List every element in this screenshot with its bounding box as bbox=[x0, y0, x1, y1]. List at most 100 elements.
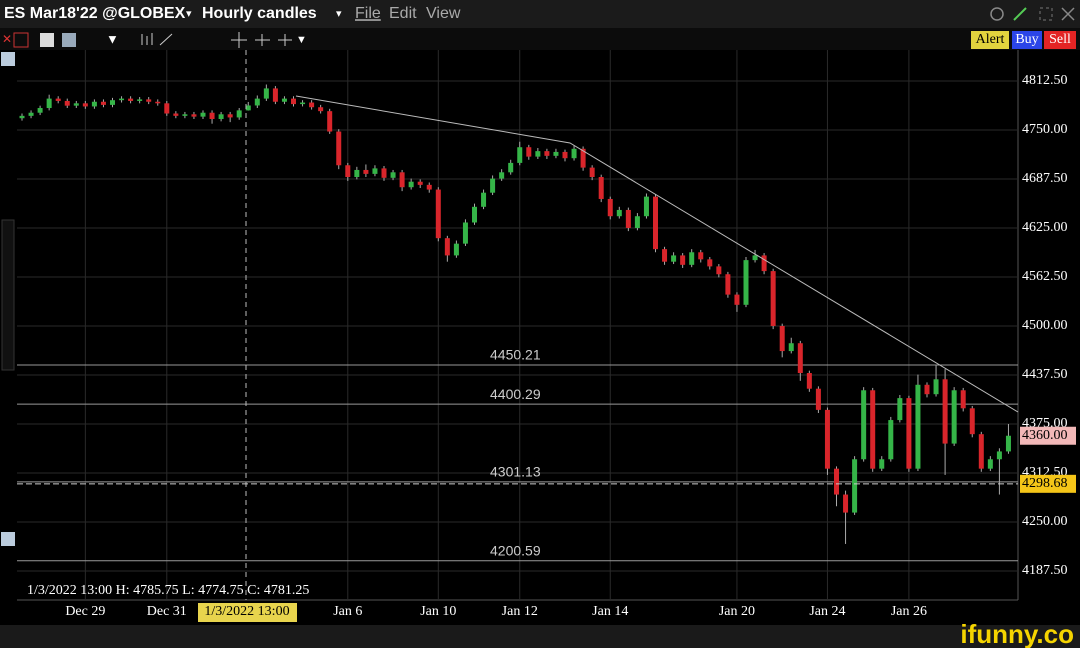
y-tick-label: 4250.00 bbox=[1022, 514, 1068, 529]
scrollbar[interactable] bbox=[1, 219, 15, 371]
candle-body bbox=[906, 398, 912, 469]
candle-body bbox=[173, 113, 179, 116]
alert-button[interactable] bbox=[971, 31, 1009, 49]
candle-body bbox=[969, 408, 975, 435]
candle-body bbox=[417, 181, 423, 185]
tool-icon[interactable]: ▼ bbox=[106, 31, 119, 46]
sell-button[interactable] bbox=[1044, 31, 1076, 49]
candle-body bbox=[933, 379, 939, 395]
candle-body bbox=[309, 102, 315, 108]
candle-body bbox=[698, 252, 704, 260]
y-tick-label: 4500.00 bbox=[1022, 318, 1068, 333]
candle-body bbox=[843, 494, 849, 513]
tool-icon[interactable]: ▼ bbox=[296, 34, 307, 46]
candle-body bbox=[535, 151, 541, 157]
candle-body bbox=[426, 184, 432, 190]
tool-icon[interactable] bbox=[141, 33, 173, 46]
menu-view[interactable]: View bbox=[426, 5, 461, 22]
price-tag-label: 4298.68 bbox=[1022, 476, 1068, 491]
candle-body bbox=[752, 255, 758, 261]
tool-icon[interactable] bbox=[231, 32, 292, 48]
candle-body bbox=[182, 114, 188, 116]
menu-edit[interactable]: Edit bbox=[389, 5, 417, 22]
candle-body bbox=[725, 274, 731, 295]
candle-body bbox=[897, 398, 903, 421]
candle-body bbox=[870, 390, 876, 469]
candle-body bbox=[743, 260, 749, 305]
candle-body bbox=[300, 102, 306, 105]
close-icon[interactable] bbox=[1061, 7, 1075, 21]
plot-area: 4450.21 4400.29 4301.13 4200.59 bbox=[17, 50, 1018, 600]
candle-body bbox=[915, 384, 921, 469]
candle-body bbox=[435, 189, 441, 239]
candle-body bbox=[291, 98, 296, 105]
candle-body bbox=[218, 114, 224, 119]
candle-body bbox=[263, 88, 269, 99]
crosshair-readout: 1/3/2022 13:00 H: 4785.75 L: 4774.75 C: … bbox=[27, 583, 309, 598]
crosshair-time-box bbox=[198, 603, 297, 622]
candle-body bbox=[526, 147, 532, 157]
level-label: 4400.29 bbox=[490, 386, 541, 402]
candle-body bbox=[28, 112, 34, 116]
candle-body bbox=[155, 101, 161, 104]
candle-body bbox=[354, 169, 360, 178]
tool-icon[interactable]: ✕ bbox=[2, 32, 12, 46]
candle-body bbox=[662, 249, 668, 262]
dropdown-arrow[interactable]: ▾ bbox=[336, 8, 342, 20]
buy-button-label[interactable]: Buy bbox=[1015, 32, 1038, 47]
candle-body bbox=[137, 99, 143, 101]
candle-body bbox=[924, 384, 930, 395]
expand-icon[interactable] bbox=[1039, 7, 1053, 21]
candle-body bbox=[607, 198, 613, 217]
tool-icon[interactable] bbox=[62, 33, 76, 47]
candle-body bbox=[517, 147, 523, 163]
candle-body bbox=[462, 222, 468, 244]
level-label: 4301.13 bbox=[490, 464, 541, 480]
candle-body bbox=[987, 459, 993, 469]
candle-body bbox=[571, 148, 577, 159]
candle-body bbox=[616, 209, 622, 217]
candle-body bbox=[508, 162, 514, 173]
candle-body bbox=[643, 196, 649, 217]
candle-body bbox=[788, 343, 794, 352]
candle-body bbox=[689, 252, 695, 265]
candle-body bbox=[209, 112, 215, 119]
candle-body bbox=[770, 271, 776, 326]
menu-file[interactable]: File bbox=[355, 5, 381, 22]
alert-button-label[interactable]: Alert bbox=[976, 32, 1005, 47]
sell-button-label[interactable]: Sell bbox=[1049, 32, 1071, 47]
candle-body bbox=[390, 172, 396, 178]
price-tag-label: 4360.00 bbox=[1022, 428, 1068, 443]
x-tick-label: Jan 12 bbox=[502, 604, 538, 619]
candle-body bbox=[861, 390, 867, 460]
link-icon[interactable] bbox=[1013, 7, 1027, 21]
candle-body bbox=[960, 390, 966, 409]
candle-body bbox=[978, 434, 984, 469]
candle-body bbox=[399, 172, 405, 188]
buy-button[interactable] bbox=[1012, 31, 1042, 49]
y-tick-label: 4437.50 bbox=[1022, 367, 1068, 382]
candle-body bbox=[806, 373, 812, 389]
trendline[interactable] bbox=[295, 95, 1019, 413]
candle-body bbox=[996, 451, 1002, 460]
candle-body bbox=[580, 148, 586, 168]
candle-body bbox=[761, 255, 767, 272]
instrument-title[interactable]: ES Mar18'22 @GLOBEX bbox=[4, 5, 186, 22]
tool-icon[interactable] bbox=[13, 32, 29, 48]
scroll-up[interactable] bbox=[1, 52, 15, 66]
price-tag bbox=[1020, 474, 1076, 493]
candle-body bbox=[797, 343, 803, 374]
y-tick-label: 4625.00 bbox=[1022, 220, 1068, 235]
dropdown-arrow[interactable]: ▾ bbox=[186, 8, 192, 20]
x-tick-label: Dec 29 bbox=[65, 604, 105, 619]
settings-icon[interactable] bbox=[990, 7, 1004, 21]
tool-icon[interactable] bbox=[40, 33, 54, 47]
candle-body bbox=[37, 108, 43, 113]
x-tick-label: Dec 31 bbox=[147, 604, 187, 619]
scroll-down[interactable] bbox=[1, 532, 15, 546]
candle-body bbox=[372, 168, 378, 174]
y-tick-label: 4187.50 bbox=[1022, 563, 1068, 578]
timeframe[interactable]: Hourly candles bbox=[202, 5, 317, 22]
